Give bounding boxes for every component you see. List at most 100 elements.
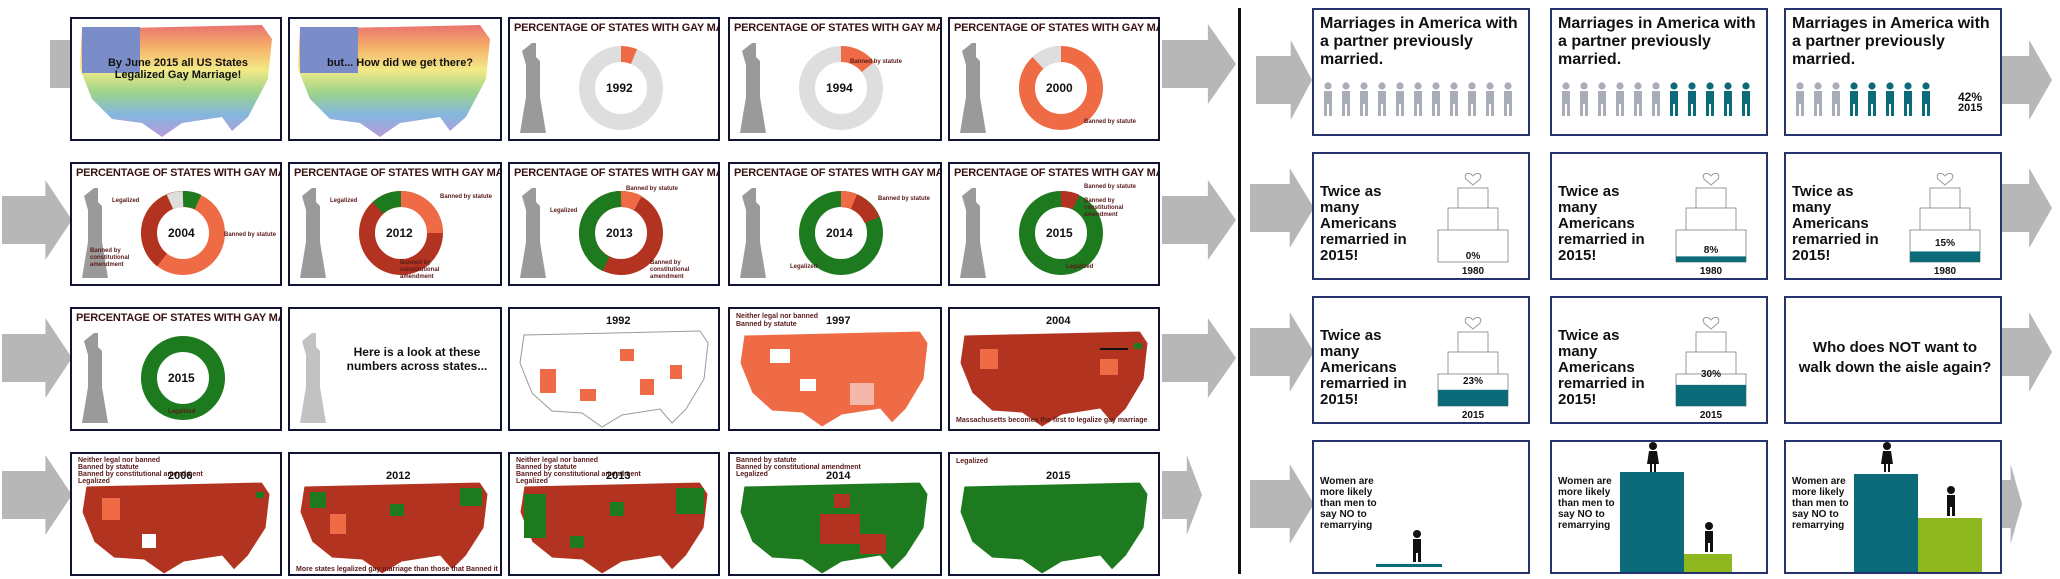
remarried-text: Twice as many Americans remarried in 201… [1792,183,1879,264]
usa-map [519,481,709,574]
bar-women [1854,474,1918,572]
person-icon [1868,82,1876,116]
rainbow-usa-map [80,25,272,137]
usa-map [739,330,929,428]
donut-year: 2015 [168,371,195,385]
heart-icon [1464,316,1482,330]
flow-arrow [2,318,72,398]
person-icon [1796,82,1804,116]
rainbow-intro-text: By June 2015 all US States Legalized Gay… [107,57,248,81]
map-legend: Banned by statute [736,321,797,328]
women-text: Women are more likely than men to say NO… [1558,476,1615,531]
slide-marriages-3: Marriages in America with a partner prev… [1784,8,2002,136]
person-icon-svg [1413,530,1421,562]
slide-map-1997: Neither legal nor banned Banned by statu… [728,307,942,431]
donut-chart [799,191,883,275]
cake-tier [1695,187,1727,209]
cake-tier [1919,207,1971,231]
remarried-text: Twice as many Americans remarried in 201… [1320,183,1407,264]
heart-icon [1702,172,1720,186]
heart-icon [1936,172,1954,186]
person-icon [1904,82,1912,116]
slide-cake-4: Twice as many Americans remarried in 201… [1550,296,1768,424]
person-icon [1378,82,1386,116]
wedding-cake-chart [1909,172,1981,263]
donut-year: 2000 [1046,81,1073,95]
slide-title: PERCENTAGE OF STATES WITH GAY MARRIAGE [76,312,280,324]
legend-legalized: Legalized [550,208,578,214]
person-icon [1486,82,1494,116]
man-icon [1705,522,1713,552]
slide-women-1: Women are more likely than men to say NO… [1312,440,1530,574]
cake-fill-bar [1676,384,1746,406]
donut-year: 1992 [606,81,633,95]
person-icon [1360,82,1368,116]
wedding-cake-chart [1437,172,1509,263]
donut-year: 2012 [386,226,413,240]
cake-tier [1447,207,1499,231]
slide-donut-2013: PERCENTAGE OF STATES WITH GAY MARRIAGE 2… [508,162,720,286]
map-year: 1992 [606,315,631,327]
slide-how-did-we-get-there: but... How did we get there? [288,17,502,141]
donut-chart [140,191,225,275]
donut-chart [799,45,883,130]
map-year: 2015 [1046,470,1071,482]
map-legend: Legalized [516,478,548,485]
slide-donut-2004: PERCENTAGE OF STATES WITH GAY MARRIAGE 2… [70,162,282,286]
cake-value: 15% [1934,238,1955,249]
person-icon [1850,82,1858,116]
legend-banned-statute: Banned by statute [878,196,931,202]
person-icon [1504,82,1512,116]
cake-tier [1695,331,1727,353]
bar-baseline [1376,564,1442,567]
slide-cake-3: Twice as many Americans remarried in 201… [1312,296,1530,424]
percent-label: 42% [1958,90,1983,104]
map-year: 2013 [606,470,631,482]
question-text: Who does NOT want to walk down the aisle… [1798,339,1992,376]
bar-men [1684,554,1732,572]
cake-value: 30% [1700,369,1721,380]
slide-title: PERCENTAGE OF STATES WITH GAY MARRIAGE [514,22,718,34]
person-icon [1814,82,1822,116]
donut-year: 2004 [168,226,195,240]
flow-arrow [1250,168,1314,248]
slide-title: PERCENTAGE OF STATES WITH GAY MARRIAGE [734,22,942,34]
woman-icon [1881,442,1893,472]
cake-year: 1980 [1461,266,1485,277]
slide-map-2013: Neither legal nor banned Banned by statu… [508,452,720,576]
usa-map [959,481,1149,574]
legend-banned-const: Banned by constitutional amendment [1084,198,1124,218]
map-caption: More states legalized gay marriage than … [296,566,498,573]
wedding-cake-chart [1675,172,1747,263]
slide-map-1992: 1992 [508,307,720,431]
person-icon [1706,82,1714,116]
flow-arrow [1162,24,1236,104]
person-icon [1688,82,1696,116]
legend-banned-const: Banned by constitutional amendment [90,248,130,268]
slide-title: PERCENTAGE OF STATES WITH GAY MARRIAGE [294,167,502,179]
map-legend: Legalized [78,478,110,485]
people-icons [1796,82,1930,116]
look-text: Here is a look at these numbers across s… [346,345,488,373]
cake-tier [1685,207,1737,231]
map-legend: Banned by constitutional amendment [78,471,203,478]
flow-arrow [1162,318,1236,398]
slide-women-3: Women are more likely than men to say NO… [1784,440,2002,574]
slide-title: PERCENTAGE OF STATES WITH GAY MARRIAGE [734,167,942,179]
slide-title: PERCENTAGE OF STATES WITH GAY MARRIAGE [76,167,280,179]
slide-map-2012: 2012 More states legalized gay marriage … [288,452,502,576]
women-text: Women are more likely than men to say NO… [1320,476,1377,531]
cake-tier [1437,229,1509,263]
donut-year: 2013 [606,226,633,240]
person-icon [1324,82,1332,116]
person-icon [1342,82,1350,116]
section-divider [1238,8,1241,574]
slide-marriages-1: Marriages in America with a partner prev… [1312,8,1530,136]
statue-of-liberty-icon [82,333,108,423]
legend-legalized: Legalized [1066,264,1094,270]
usa-map [519,330,709,428]
legend-legalized: Legalized [168,409,196,415]
statue-of-liberty-icon [300,333,326,423]
legend-banned-statute: Banned by statute [850,59,903,65]
map-legend: Banned by statute [736,457,797,464]
